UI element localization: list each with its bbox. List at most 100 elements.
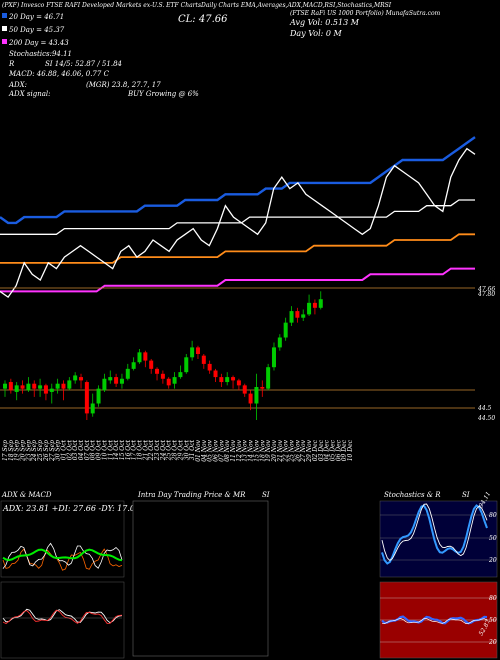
date-label: 05 Nov [207, 439, 214, 461]
candle [114, 373, 119, 387]
date-label: 14 Nov [248, 439, 255, 461]
date-label: 31 Oct [189, 439, 196, 460]
stochastics-d-line [381, 503, 488, 561]
upper-price-label: 47.66 [477, 286, 495, 293]
candle-body [149, 360, 154, 369]
candle-body [131, 362, 136, 369]
date-label: 28 Oct [172, 439, 179, 461]
adx-panel [0, 500, 125, 578]
date-label: 23 Sep [25, 440, 32, 462]
candle-body [172, 377, 177, 384]
candle [43, 383, 48, 401]
intra-day-panel [132, 500, 269, 657]
rsi-prefix: R [8, 60, 15, 68]
candle-body [271, 347, 276, 368]
avg-vol-label: Avg Vol: 0.513 M [289, 18, 360, 27]
candle-body [231, 377, 236, 381]
candle [231, 375, 236, 389]
candle-body [96, 388, 101, 404]
date-label: 09 Oct [96, 439, 103, 460]
ema50-label: 50 Day = 45.37 [9, 26, 65, 34]
date-label: 25 Sep [37, 440, 44, 462]
candle [20, 380, 25, 394]
date-label: 11 Oct [107, 439, 114, 460]
candle-body [219, 377, 224, 383]
adx-macd-title: ADX & MACD [1, 491, 52, 499]
candle [271, 342, 276, 371]
date-label: 08 Oct [90, 439, 97, 460]
candle-body [61, 383, 66, 389]
macd-label: MACD: 46.88, 46.06, 0.77 C [8, 70, 110, 78]
date-label: 04 Oct [78, 439, 85, 460]
candle [73, 372, 78, 384]
date-label: 27 Sep [49, 440, 56, 462]
candle-body [260, 387, 265, 389]
candle [84, 380, 89, 420]
candle-body [155, 368, 160, 374]
candle [266, 363, 271, 391]
candle [38, 378, 43, 397]
candle [172, 372, 177, 389]
close-label: CL: 47.66 [178, 14, 228, 25]
stoch-title: Stochastics & R [384, 491, 441, 499]
date-label: 07 Oct [84, 439, 91, 460]
header-top-line: (PXF) Invesco FTSE RAFI Developed Market… [2, 2, 392, 9]
date-label: 29 Oct [177, 439, 184, 461]
candle-body [283, 322, 288, 338]
candle [55, 378, 60, 394]
macd-panel [0, 581, 125, 659]
adx-panel-values: ADX: 23.81 +DI: 27.66 -DY: 17.02 [2, 504, 140, 513]
date-label: 16 Oct [125, 439, 132, 460]
date-label: 17 Sep [2, 440, 9, 461]
candle [312, 299, 317, 315]
date-label: 02 Dec [312, 439, 319, 461]
date-label: 22 Oct [148, 439, 155, 461]
candle [260, 380, 265, 397]
candle [184, 354, 189, 374]
candle [137, 349, 142, 364]
macd-signal-line [2, 609, 123, 625]
candle [190, 340, 195, 361]
candle [318, 291, 323, 310]
stoch-tick-50: 50 [489, 535, 497, 542]
lower-price-label-2: 44.50 [477, 415, 495, 422]
candle [14, 382, 19, 401]
candle [108, 370, 113, 384]
date-label: 06 Nov [213, 439, 220, 461]
stochastics-k-line [381, 504, 488, 565]
candle [119, 373, 124, 389]
candle [96, 385, 101, 407]
candle [67, 377, 72, 391]
candle-body [20, 385, 25, 389]
day-vol-label: Day Vol: 0 M [289, 29, 343, 38]
candle-body [301, 314, 306, 318]
candle-body [102, 378, 107, 391]
close-line [0, 147, 476, 299]
rsi-lines [381, 615, 488, 625]
candle-body [312, 302, 317, 308]
ema-lines [0, 136, 476, 299]
candle-body [318, 299, 323, 308]
candle-body [14, 385, 19, 392]
candle-body [79, 377, 84, 381]
candle [254, 373, 259, 420]
candle-body [90, 403, 95, 414]
date-label: 26 Sep [43, 440, 50, 462]
stochastics-label: Stochastics:94.11 [9, 50, 72, 58]
date-label: 30 Oct [183, 439, 190, 460]
candle [225, 372, 230, 386]
candle-body [43, 385, 48, 394]
date-label: 17 Oct [131, 439, 138, 460]
candle-body [8, 382, 13, 391]
candle [207, 360, 212, 374]
candle-body [67, 380, 72, 389]
candle-body [307, 302, 312, 315]
date-label: 18 Sep [8, 440, 15, 461]
candle [277, 334, 282, 351]
date-label: 09 Dec [341, 439, 348, 461]
ema20-legend-swatch [2, 13, 7, 18]
candle-body [190, 347, 195, 358]
candle [160, 370, 165, 384]
ema50-legend-swatch [2, 26, 7, 31]
